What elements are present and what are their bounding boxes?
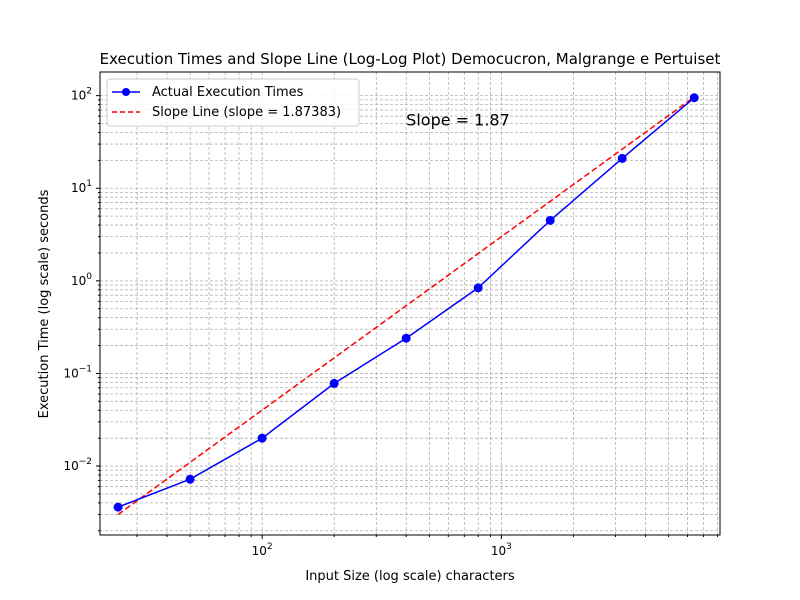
- slope-annotation: Slope = 1.87: [406, 111, 510, 130]
- plot-frame: [99, 71, 721, 536]
- legend-label-actual: Actual Execution Times: [152, 85, 304, 100]
- y-tick-label: 10−1: [63, 364, 92, 380]
- data-point-actual: [473, 283, 483, 293]
- y-tick-label: 102: [71, 87, 92, 103]
- x-axis-label: Input Size (log scale) characters: [305, 569, 515, 584]
- axis-ticks: 102 103 10−2 10−1 100 101 102: [63, 87, 718, 558]
- data-point-actual: [329, 378, 339, 388]
- data-point-actual: [617, 153, 627, 163]
- y-tick-label: 10−2: [63, 457, 92, 473]
- legend-marker-actual: [122, 88, 130, 96]
- grid-lines: [100, 72, 720, 535]
- series-layer: [113, 93, 699, 516]
- series-line-slope: [117, 96, 695, 516]
- x-tick-label: 103: [491, 542, 512, 558]
- data-point-actual: [185, 474, 195, 484]
- legend: Actual Execution Times Slope Line (slope…: [106, 78, 360, 127]
- data-point-actual: [545, 215, 555, 225]
- chart-title: Execution Times and Slope Line (Log-Log …: [100, 50, 721, 68]
- y-tick-label: 101: [71, 179, 92, 195]
- data-point-actual: [257, 433, 267, 443]
- data-point-actual: [689, 93, 699, 103]
- x-tick-label: 102: [252, 542, 273, 558]
- y-axis-label: Execution Time (log scale) seconds: [37, 189, 52, 418]
- data-point-actual: [113, 502, 123, 512]
- y-tick-label: 100: [71, 272, 92, 288]
- data-point-actual: [401, 333, 411, 343]
- legend-box: [106, 78, 360, 127]
- legend-label-slope: Slope Line (slope = 1.87383): [152, 105, 341, 120]
